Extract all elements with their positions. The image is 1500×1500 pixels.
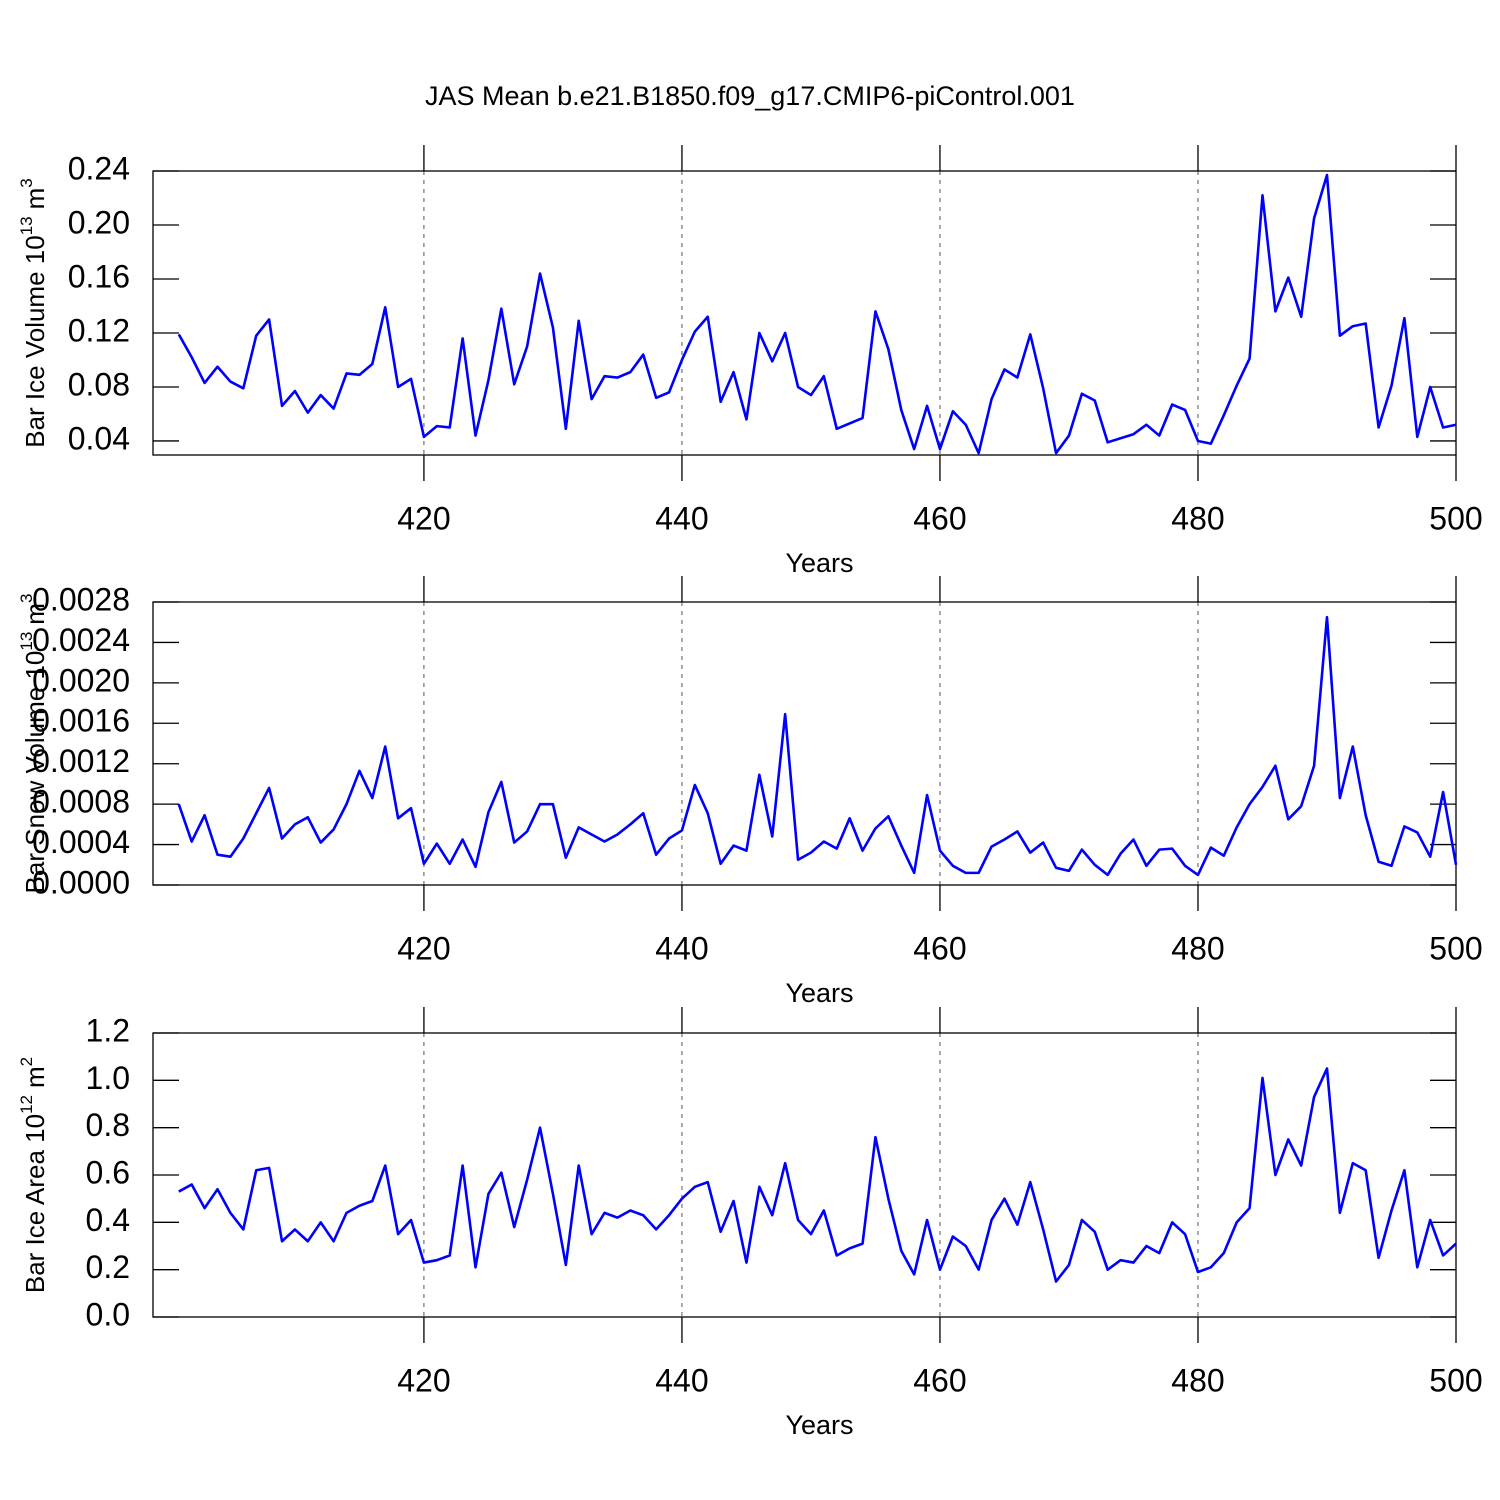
y-tick-label: 0.12 — [68, 312, 130, 348]
x-tick-label: 500 — [1429, 500, 1482, 536]
y-tick-label: 0.0004 — [32, 824, 130, 860]
y-tick-label: 0.0000 — [32, 864, 130, 900]
x-tick-label: 440 — [655, 930, 708, 966]
panel: 420 440 460 480 500 0.0000 0.0004 0.0008 0.0012 0… — [17, 576, 1483, 1008]
x-tick-label: 460 — [913, 930, 966, 966]
x-tick-label: 420 — [397, 500, 450, 536]
y-axis-label: Bar Snow Volume 1013 m3 — [17, 594, 50, 894]
y-tick-label: 0.08 — [68, 366, 130, 402]
x-tick-label: 440 — [655, 500, 708, 536]
y-axis-label-part: 12 — [17, 1095, 36, 1114]
x-tick-label: 500 — [1429, 930, 1482, 966]
data-line — [178, 1067, 1457, 1283]
y-axis-label: Bar Ice Volume 1013 m3 — [17, 178, 50, 448]
figure-title: JAS Mean b.e21.B1850.f09_g17.CMIP6-piCon… — [425, 81, 1075, 111]
y-tick-label: 0.0020 — [32, 662, 130, 698]
y-axis-label-clip: Bar Ice Area 1012 m2 — [17, 1057, 50, 1293]
y-tick-label: 0.0016 — [32, 703, 130, 739]
y-axis-label-clip: Bar Snow Volume 1013 m3 — [17, 594, 50, 894]
y-tick-label: 0.0 — [86, 1296, 130, 1332]
y-axis-label-part: m — [20, 188, 50, 210]
y-tick-label: 1.2 — [86, 1012, 130, 1048]
plot-frame — [152, 1032, 1457, 1318]
y-tick-label: 0.24 — [68, 150, 130, 186]
plot-frame — [152, 601, 1457, 886]
x-tick-label: 480 — [1171, 1362, 1224, 1398]
y-axis-label-clip: Bar Ice Volume 1013 m3 — [17, 178, 50, 448]
x-tick-label: 460 — [913, 500, 966, 536]
panel: 420 440 460 480 500 0.0 0.2 0.4 0.6 0.8 1.0 1.2 Year… — [17, 1007, 1483, 1440]
y-tick-label: 0.16 — [68, 258, 130, 294]
y-tick-label: 0.4 — [86, 1202, 130, 1238]
y-tick-label: 0.2 — [86, 1249, 130, 1285]
y-axis-label-part: Bar Ice Area 10 — [20, 1114, 50, 1293]
x-tick-label: 480 — [1171, 500, 1224, 536]
y-axis-label-part: 13 — [17, 632, 36, 651]
x-tick-label: 420 — [397, 930, 450, 966]
y-axis-label-part: m — [20, 1066, 50, 1088]
y-axis-label-part: 3 — [17, 594, 36, 603]
y-axis-label-part: m — [20, 603, 50, 625]
y-tick-label: 0.04 — [68, 420, 130, 456]
x-axis-label: Years — [785, 1410, 853, 1440]
x-axis-label: Years — [785, 978, 853, 1008]
y-tick-label: 0.0008 — [32, 784, 130, 820]
y-axis-label-part: 2 — [17, 1057, 36, 1066]
panel: 420 440 460 480 500 0.04 0.08 0.12 0.16 0.20 0.24 Y… — [17, 145, 1483, 578]
x-tick-label: 480 — [1171, 930, 1224, 966]
x-axis-label: Years — [785, 548, 853, 578]
y-tick-label: 0.6 — [86, 1154, 130, 1190]
x-tick-label: 420 — [397, 1362, 450, 1398]
x-tick-label: 500 — [1429, 1362, 1482, 1398]
y-tick-label: 0.0028 — [32, 581, 130, 617]
y-tick-label: 1.0 — [86, 1060, 130, 1096]
y-axis-label-part: Bar Ice Volume 10 — [20, 235, 50, 447]
x-tick-label: 440 — [655, 1362, 708, 1398]
y-tick-label: 0.0012 — [32, 743, 130, 779]
x-tick-label: 460 — [913, 1362, 966, 1398]
y-axis-label-part: 13 — [17, 216, 36, 235]
y-axis-label: Bar Ice Area 1012 m2 — [17, 1057, 50, 1293]
data-line — [177, 615, 1458, 877]
y-tick-label: 0.0024 — [32, 622, 130, 658]
plot-frame — [152, 170, 1457, 456]
y-tick-label: 0.8 — [86, 1107, 130, 1143]
data-line — [177, 173, 1457, 455]
y-tick-label: 0.20 — [68, 204, 130, 240]
y-axis-label-part: 3 — [17, 178, 36, 187]
y-axis-label-part: Bar Snow Volume 10 — [20, 651, 50, 894]
